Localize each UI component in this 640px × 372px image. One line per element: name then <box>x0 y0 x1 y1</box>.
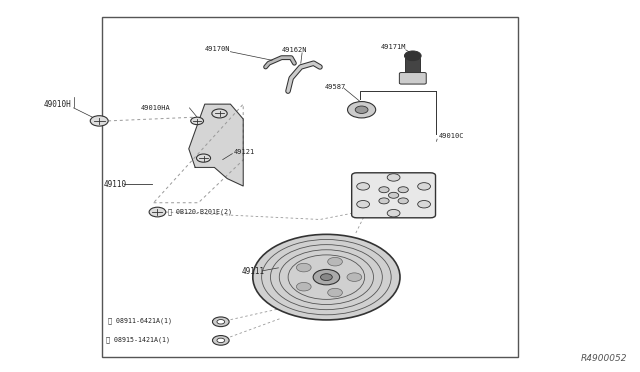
Text: 49162N: 49162N <box>282 47 307 53</box>
Circle shape <box>348 102 376 118</box>
Circle shape <box>347 273 362 282</box>
Text: Ⓑ 0B120-B201E(2): Ⓑ 0B120-B201E(2) <box>168 208 232 215</box>
Polygon shape <box>189 104 243 186</box>
Circle shape <box>356 201 369 208</box>
Circle shape <box>418 183 431 190</box>
Circle shape <box>387 209 400 217</box>
Text: 49111: 49111 <box>242 267 265 276</box>
Circle shape <box>90 116 108 126</box>
Text: Ⓢ 08915-1421A(1): Ⓢ 08915-1421A(1) <box>106 336 170 343</box>
Circle shape <box>328 288 342 297</box>
Circle shape <box>388 192 399 198</box>
Circle shape <box>196 154 211 162</box>
Circle shape <box>418 201 431 208</box>
Text: R4900052: R4900052 <box>580 354 627 363</box>
Text: 49170N: 49170N <box>205 46 230 52</box>
FancyBboxPatch shape <box>399 73 426 84</box>
Text: 49587: 49587 <box>325 84 346 90</box>
Circle shape <box>212 336 229 345</box>
Circle shape <box>296 282 311 291</box>
Text: 49010HA: 49010HA <box>141 105 170 111</box>
Circle shape <box>404 51 421 61</box>
Circle shape <box>313 269 340 285</box>
Circle shape <box>253 234 400 320</box>
Text: 49110: 49110 <box>104 180 127 189</box>
Text: 49010H: 49010H <box>44 100 71 109</box>
Circle shape <box>191 117 204 125</box>
Bar <box>405 58 420 73</box>
Circle shape <box>321 274 332 280</box>
Text: 49171M: 49171M <box>381 44 406 50</box>
Circle shape <box>212 109 227 118</box>
Text: Ⓢ 08911-6421A(1): Ⓢ 08911-6421A(1) <box>108 317 172 324</box>
Circle shape <box>149 207 166 217</box>
Circle shape <box>355 106 368 113</box>
Circle shape <box>379 187 389 193</box>
Circle shape <box>328 257 342 266</box>
Circle shape <box>398 187 408 193</box>
Circle shape <box>296 263 311 272</box>
Circle shape <box>217 338 225 343</box>
Circle shape <box>356 183 369 190</box>
Circle shape <box>387 174 400 181</box>
Text: 49121: 49121 <box>234 149 255 155</box>
Bar <box>102 17 518 357</box>
Circle shape <box>379 198 389 204</box>
Circle shape <box>217 320 225 324</box>
FancyBboxPatch shape <box>352 173 435 218</box>
Circle shape <box>212 317 229 327</box>
Circle shape <box>398 198 408 204</box>
Text: 49010C: 49010C <box>438 133 464 139</box>
